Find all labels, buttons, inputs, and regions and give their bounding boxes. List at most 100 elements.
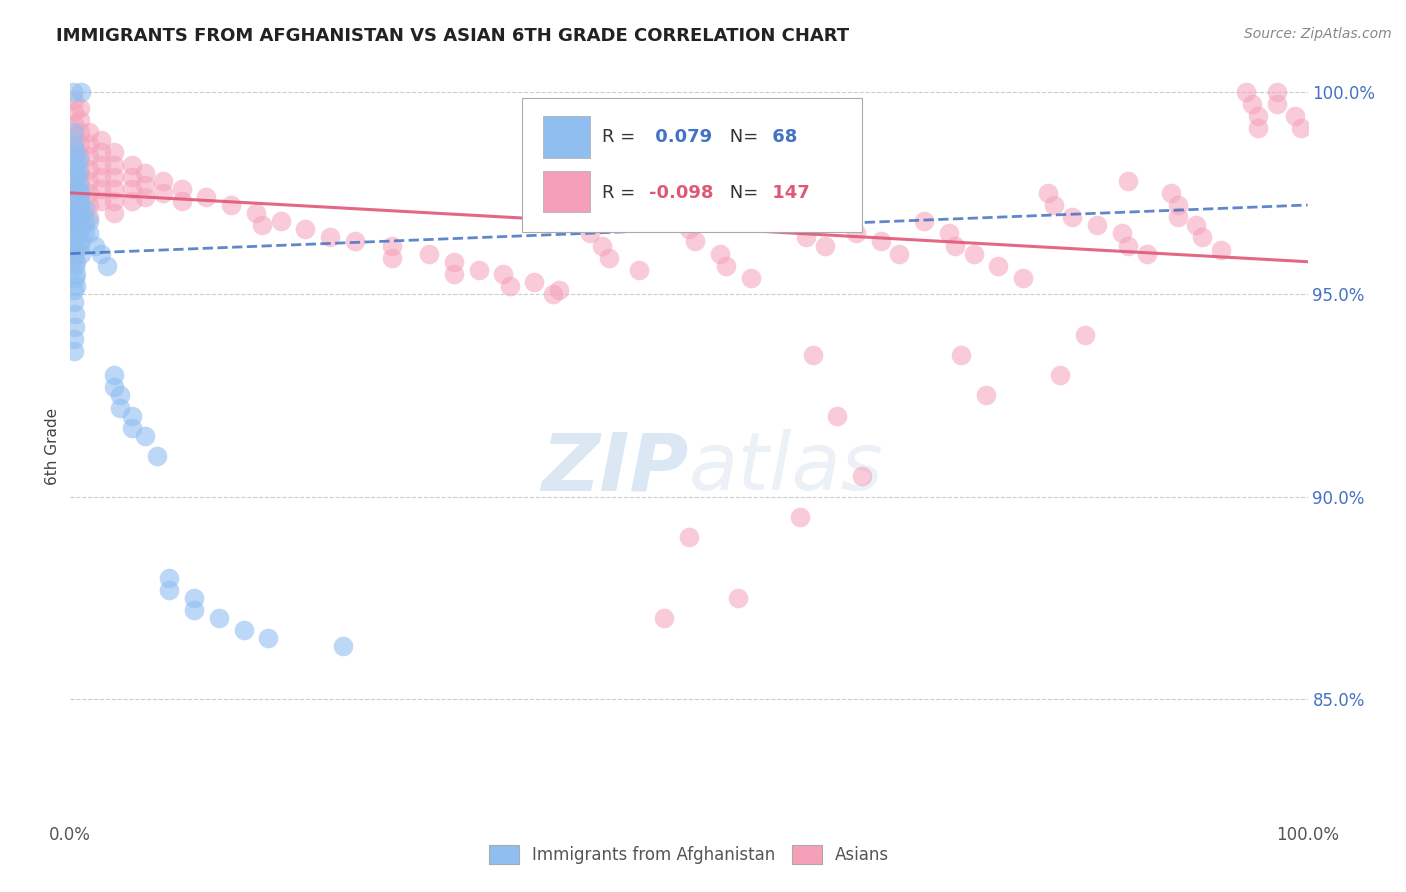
Point [77, 198, 100, 212]
Text: 68: 68 [766, 128, 797, 146]
Point [134, 429, 156, 443]
Point [121, 421, 143, 435]
Point [63, 104, 86, 119]
Point [90, 133, 112, 147]
Point [950, 348, 973, 362]
Point [1291, 121, 1313, 136]
Point [219, 198, 242, 212]
Text: N=: N= [724, 184, 758, 202]
Point [103, 145, 125, 160]
Point [443, 267, 465, 281]
Point [70, 222, 93, 236]
Point [1136, 246, 1159, 260]
Point [90, 182, 112, 196]
Point [65, 235, 87, 249]
Point [63, 93, 86, 107]
Point [75, 202, 97, 216]
Point [69, 137, 91, 152]
Point [70, 246, 93, 260]
Point [65, 219, 87, 233]
Point [69, 186, 91, 200]
Point [65, 319, 87, 334]
Point [62, 85, 84, 99]
Point [65, 186, 87, 200]
Point [63, 332, 86, 346]
Point [70, 198, 93, 212]
Point [789, 219, 811, 233]
Point [598, 251, 620, 265]
Point [65, 243, 87, 257]
Point [108, 401, 131, 415]
Point [1049, 368, 1071, 383]
Point [146, 449, 169, 463]
Point [67, 214, 90, 228]
Point [1167, 198, 1189, 212]
Point [67, 190, 90, 204]
Point [63, 137, 86, 152]
Point [1074, 327, 1097, 342]
Point [121, 169, 143, 184]
Point [1111, 227, 1133, 241]
Point [943, 238, 966, 252]
Point [84, 238, 107, 252]
Point [257, 632, 280, 646]
Point [889, 246, 911, 260]
Point [647, 198, 669, 212]
Point [869, 235, 891, 249]
Point [63, 166, 86, 180]
Point [1185, 219, 1208, 233]
Y-axis label: 6th Grade: 6th Grade [45, 408, 60, 484]
Point [65, 206, 87, 220]
Point [1062, 210, 1084, 224]
Point [63, 198, 86, 212]
Point [69, 101, 91, 115]
Point [245, 206, 267, 220]
Point [332, 640, 354, 654]
Point [65, 157, 87, 171]
Point [1012, 271, 1035, 285]
Point [652, 210, 675, 224]
Point [1116, 174, 1139, 188]
Point [103, 380, 125, 394]
Point [96, 259, 118, 273]
Point [69, 125, 91, 139]
Point [77, 161, 100, 176]
Point [63, 343, 86, 358]
Point [1160, 186, 1182, 200]
Point [63, 295, 86, 310]
Point [134, 190, 156, 204]
Point [579, 227, 602, 241]
Point [827, 409, 849, 423]
Point [152, 186, 174, 200]
Point [103, 194, 125, 208]
Point [77, 149, 100, 163]
Point [1265, 85, 1288, 99]
FancyBboxPatch shape [543, 171, 591, 212]
Point [65, 161, 87, 176]
Point [170, 182, 193, 196]
Point [67, 166, 90, 180]
Point [250, 219, 273, 233]
Text: 147: 147 [766, 184, 810, 202]
Point [77, 125, 100, 139]
Point [498, 279, 520, 293]
Point [170, 194, 193, 208]
Point [851, 469, 873, 483]
Point [77, 174, 100, 188]
Point [103, 182, 125, 196]
Point [63, 117, 86, 131]
Point [63, 153, 86, 168]
Point [69, 198, 91, 212]
Point [183, 603, 205, 617]
Point [63, 246, 86, 260]
Point [90, 145, 112, 160]
Point [103, 368, 125, 383]
Point [63, 210, 86, 224]
Point [1043, 198, 1066, 212]
Text: 0.079: 0.079 [650, 128, 713, 146]
Point [67, 202, 90, 216]
Point [232, 624, 254, 638]
Point [75, 214, 97, 228]
Point [591, 238, 613, 252]
Point [63, 125, 86, 139]
